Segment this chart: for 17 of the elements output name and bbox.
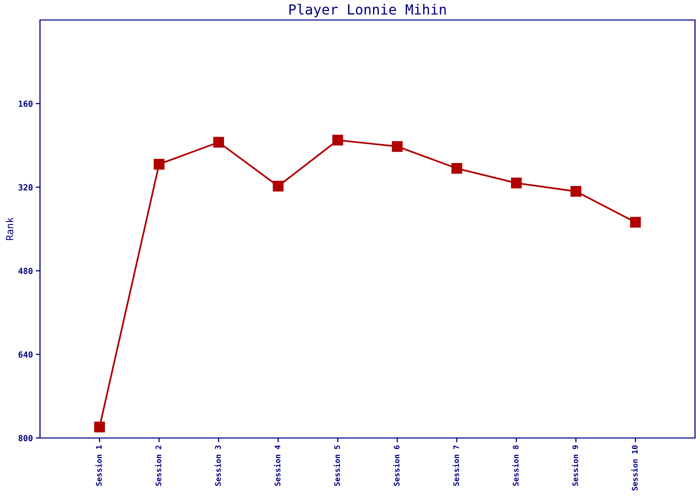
point xyxy=(94,422,105,432)
point xyxy=(392,141,403,152)
point xyxy=(570,186,582,197)
y-tick-label: 480 xyxy=(18,268,33,274)
y-tick-label: 800 xyxy=(18,434,33,442)
point xyxy=(630,216,641,228)
point xyxy=(154,158,164,170)
point xyxy=(272,180,284,192)
point xyxy=(510,178,522,188)
chart-title: Player Lonnie Mihin xyxy=(289,4,446,18)
y-tick-label: 320 xyxy=(18,184,33,190)
y-tick-label: 640 xyxy=(18,351,33,358)
y-tick-label: 160 xyxy=(18,100,33,107)
point xyxy=(451,163,462,174)
point xyxy=(332,134,344,146)
y-axis-title: Rank xyxy=(6,217,14,240)
point xyxy=(213,136,224,148)
